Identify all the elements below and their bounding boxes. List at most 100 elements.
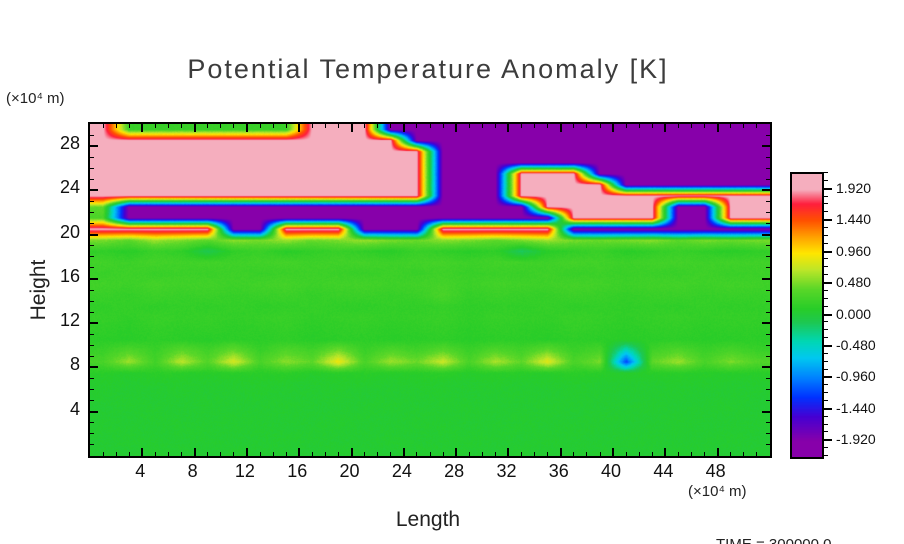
y-tick (766, 267, 770, 269)
x-tick (350, 448, 353, 456)
x-tick (207, 124, 209, 128)
colorbar-tick (824, 321, 828, 323)
x-tick (494, 452, 496, 456)
x-tick-label: 16 (287, 461, 308, 481)
x-tick (442, 452, 444, 456)
x-tick-label: 44 (653, 461, 674, 481)
colorbar-tick (824, 172, 828, 173)
x-tick (481, 124, 483, 128)
y-tick (766, 156, 770, 158)
y-tick (766, 400, 770, 402)
colorbar-canvas (792, 174, 822, 457)
y-tick (766, 444, 770, 446)
y-tick (766, 223, 770, 225)
heatmap-canvas (90, 124, 770, 456)
y-tick (90, 289, 94, 291)
x-tick (337, 452, 339, 456)
x-tick (324, 124, 326, 128)
x-tick (573, 124, 575, 128)
x-tick (534, 124, 536, 128)
x-tick (677, 452, 679, 456)
colorbar-tick (824, 289, 828, 291)
x-axis-unit: (×10⁴ m) (688, 483, 747, 500)
x-tick (730, 124, 732, 128)
y-tick (90, 300, 94, 302)
colorbar-major-tick (824, 439, 832, 442)
x-tick (612, 124, 615, 132)
x-tick (638, 452, 640, 456)
colorbar-tick (824, 392, 828, 394)
x-tick-label: 40 (601, 461, 622, 481)
x-tick (559, 124, 562, 132)
x-tick (390, 124, 392, 128)
y-tick (766, 178, 770, 180)
colorbar-major-tick (824, 376, 832, 379)
x-tick (743, 452, 745, 456)
y-tick-label: 4 (69, 398, 80, 419)
colorbar-label: -0.480 (836, 336, 876, 353)
x-axis-label: Length (395, 508, 461, 531)
x-tick (377, 452, 379, 456)
y-tick (90, 145, 98, 148)
colorbar-tick (824, 179, 828, 181)
y-tick (766, 344, 770, 346)
colorbar-tick (824, 195, 828, 197)
y-tick (90, 223, 94, 225)
x-tick (233, 124, 235, 128)
x-tick (193, 124, 196, 132)
y-tick (90, 200, 94, 202)
x-tick (245, 124, 248, 132)
x-tick (586, 452, 588, 456)
colorbar-tick (824, 337, 828, 339)
y-tick (766, 167, 770, 169)
x-tick (364, 124, 366, 128)
x-tick (272, 452, 274, 456)
x-tick (102, 452, 104, 456)
x-tick-label: 8 (187, 461, 198, 481)
colorbar-tick (824, 431, 828, 433)
x-tick-label: 24 (391, 461, 412, 481)
colorbar-label: 0.960 (836, 242, 872, 259)
y-tick (762, 189, 770, 192)
colorbar-major-tick (824, 219, 832, 222)
colorbar (790, 172, 824, 459)
x-tick (167, 452, 169, 456)
x-tick (599, 452, 601, 456)
x-tick (612, 448, 615, 456)
x-tick (128, 452, 130, 456)
x-tick (154, 124, 156, 128)
x-tick-label: 4 (135, 461, 146, 481)
y-tick (762, 277, 770, 280)
x-tick (638, 124, 640, 128)
x-tick (259, 452, 261, 456)
x-tick (716, 448, 719, 456)
x-tick (468, 452, 470, 456)
y-tick (90, 389, 94, 391)
colorbar-label: 0.480 (836, 274, 872, 291)
x-tick (547, 452, 549, 456)
colorbar-tick (824, 368, 828, 370)
x-tick (311, 124, 313, 128)
x-tick (756, 124, 758, 128)
x-tick (141, 448, 144, 456)
chart-title: Potential Temperature Anomaly [K] (187, 54, 669, 84)
colorbar-major-tick (824, 187, 832, 190)
x-tick (625, 452, 627, 456)
x-tick (324, 452, 326, 456)
x-tick (730, 452, 732, 456)
y-tick (762, 410, 770, 413)
y-tick-label: 24 (59, 177, 80, 198)
x-tick (455, 124, 458, 132)
x-tick (494, 124, 496, 128)
x-tick (756, 452, 758, 456)
colorbar-tick (824, 274, 828, 276)
x-tick (507, 448, 510, 456)
x-tick (573, 452, 575, 456)
colorbar-major-tick (824, 282, 832, 285)
y-tick (90, 410, 98, 413)
x-tick (402, 124, 405, 132)
y-tick (90, 156, 94, 158)
y-tick-label: 12 (59, 310, 80, 331)
y-tick (90, 311, 94, 313)
y-tick (90, 444, 94, 446)
